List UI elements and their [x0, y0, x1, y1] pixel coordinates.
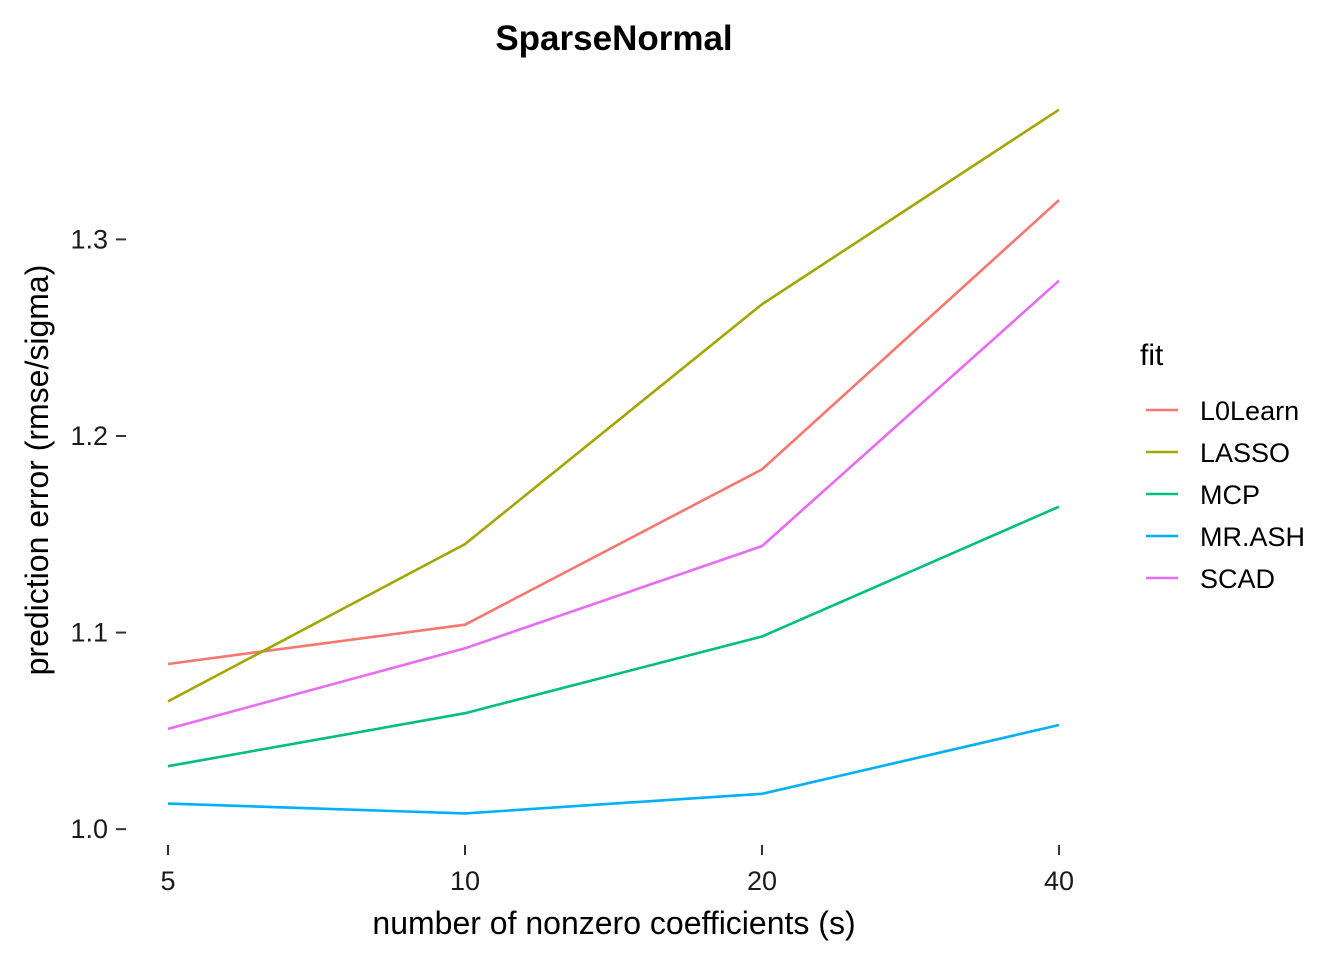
legend-label: MCP [1200, 480, 1260, 510]
legend-items: L0Learn LASSO MCP MR.ASH SCAD [1146, 396, 1305, 594]
y-axis-title: prediction error (rmse/sigma) [19, 265, 55, 676]
x-tick-label: 20 [747, 866, 777, 896]
legend-label: MR.ASH [1200, 522, 1305, 552]
y-tick-label: 1.1 [70, 618, 108, 648]
legend-label: LASSO [1200, 438, 1290, 468]
legend-title: fit [1140, 339, 1164, 372]
series-line-l0learn [167, 199, 1060, 666]
series-line-mcp [167, 505, 1060, 768]
x-tick-label: 5 [160, 866, 175, 896]
legend-item-mr-ash: MR.ASH [1146, 522, 1305, 552]
series-line-mr-ash [167, 723, 1060, 815]
y-tick-label: 1.2 [70, 421, 108, 451]
legend-item-lasso: LASSO [1146, 438, 1290, 468]
legend: fit L0Learn LASSO MCP MR.ASH SCAD [1140, 339, 1305, 594]
legend-label: L0Learn [1200, 396, 1299, 426]
y-axis: 1.0 1.1 1.2 1.3 [70, 224, 126, 844]
x-axis-title: number of nonzero coefficients (s) [372, 905, 855, 941]
x-tick-label: 10 [450, 866, 480, 896]
series-lines [167, 108, 1060, 815]
chart-title: SparseNormal [495, 19, 732, 58]
y-tick-label: 1.3 [70, 224, 108, 254]
x-axis: 5 10 20 40 [160, 845, 1074, 896]
series-line-lasso [167, 108, 1060, 703]
y-tick-label: 1.0 [70, 814, 108, 844]
legend-label: SCAD [1200, 564, 1275, 594]
x-tick-label: 40 [1044, 866, 1074, 896]
legend-item-mcp: MCP [1146, 480, 1260, 510]
legend-item-scad: SCAD [1146, 564, 1275, 594]
legend-item-l0learn: L0Learn [1146, 396, 1299, 426]
series-line-scad [167, 279, 1060, 731]
